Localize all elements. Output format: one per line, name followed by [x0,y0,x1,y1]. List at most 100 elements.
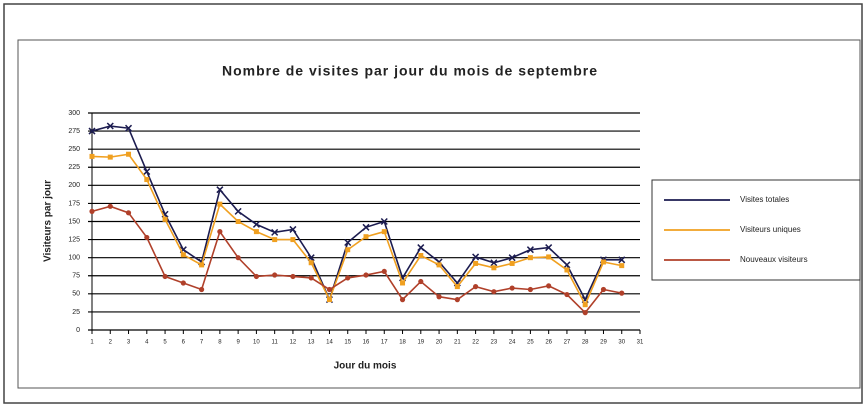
point [400,280,406,286]
x-tick-label: 7 [200,340,204,346]
y-tick-label: 25 [72,309,80,316]
y-tick-label: 150 [68,218,80,225]
x-tick-label: 3 [127,340,131,346]
y-tick-label: 125 [68,236,80,243]
point [125,210,132,216]
point [235,219,241,224]
x-tick-label: 21 [454,340,461,346]
x-tick-label: 22 [472,340,479,346]
point [509,285,515,291]
point [180,280,186,286]
y-tick-label: 300 [68,110,80,117]
x-tick-label: 17 [381,340,388,346]
point [106,122,114,130]
point [618,256,626,264]
point [508,254,516,262]
point [107,203,113,209]
point [362,223,370,231]
x-tick-label: 9 [236,340,240,346]
x-tick-label: 15 [344,340,351,346]
x-tick-label: 26 [545,340,552,346]
point [363,234,369,240]
point [345,275,351,281]
point [126,151,132,157]
point [619,290,625,296]
point [143,168,151,176]
point [326,297,332,303]
point [271,228,279,236]
x-tick-label: 4 [145,340,149,346]
point [527,255,533,261]
y-tick-label: 75 [72,273,80,280]
x-tick-label: 29 [600,340,607,346]
point [564,267,570,273]
point [563,261,571,269]
point [546,254,552,260]
point [418,252,424,258]
point [88,127,96,135]
point [600,286,607,293]
point [399,297,406,303]
point [89,208,95,214]
x-tick-label: 13 [308,340,315,346]
x-tick-label: 1 [90,340,94,346]
point [473,260,479,266]
x-tick-label: 24 [509,340,516,346]
y-tick-label: 275 [68,128,80,135]
x-tick-label: 19 [417,340,424,346]
x-tick-label: 31 [637,340,644,346]
x-tick-label: 27 [564,340,571,346]
point [290,237,296,243]
point [418,278,424,285]
point [290,273,296,280]
point [436,262,442,268]
legend-label: Visites totales [740,195,789,204]
series-line [91,205,622,314]
point [363,272,369,278]
point [217,229,223,235]
x-tick-label: 23 [491,340,498,346]
point [473,284,479,290]
point [234,207,242,215]
point [308,260,314,266]
point [582,302,588,308]
point [472,253,480,261]
x-tick-label: 10 [253,340,260,346]
point [491,289,497,295]
point [253,273,259,280]
point [272,272,278,278]
x-tick-label: 14 [326,340,333,346]
point [199,286,205,293]
y-tick-label: 100 [68,255,80,262]
point [125,124,133,132]
x-tick-label: 18 [399,340,406,346]
legend-label: Nouveaux visiteurs [740,255,808,264]
point [564,291,570,298]
y-tick-label: 175 [68,200,80,207]
point [162,273,168,280]
x-tick-label: 20 [436,340,443,346]
x-axis-label: Jour du mois [334,361,397,372]
point [180,252,186,258]
point [546,283,552,289]
page-frame [3,3,863,404]
y-tick-label: 225 [68,164,80,171]
point [235,255,241,261]
point [253,229,259,235]
point [199,262,205,268]
y-tick-label: 250 [68,146,80,153]
point [216,186,224,194]
point [380,217,388,226]
point [490,259,498,267]
point [345,247,351,253]
point [144,177,150,183]
point [89,153,95,159]
point [326,286,333,293]
x-tick-label: 5 [163,340,167,346]
point [491,265,497,271]
point [272,237,278,243]
x-tick-label: 2 [109,340,113,346]
point [526,246,534,254]
x-tick-label: 28 [582,340,589,346]
